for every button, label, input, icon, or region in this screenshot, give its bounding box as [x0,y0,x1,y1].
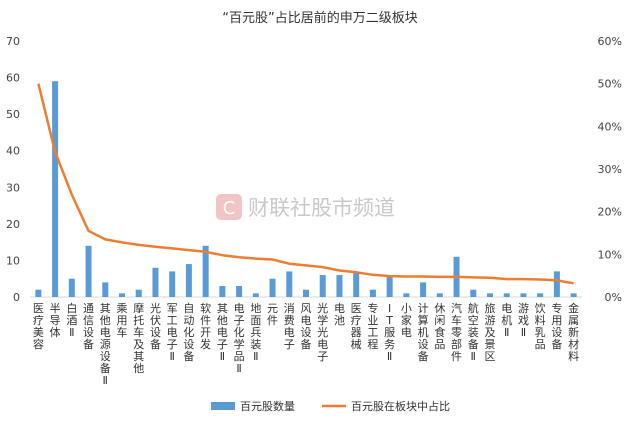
bar [303,289,309,297]
category-label: 金属新材料 [568,301,579,363]
category-label: 乘用车 [117,302,128,339]
category-label: 计算机设备 [418,302,429,363]
category-label: 饮料乳品 [535,302,546,351]
right-y-tick: 40% [598,120,622,133]
legend-bar-swatch [211,402,235,410]
left-y-tick: 0 [13,291,20,304]
category-label: 医疗器械 [351,302,362,351]
bar [319,275,326,297]
category-label: 风电设备 [301,302,312,351]
bar [85,245,92,297]
left-y-tick: 40 [6,145,20,158]
left-y-axis: 0 10 20 30 40 50 60 70 [6,35,20,304]
left-y-tick: 20 [6,218,20,231]
left-y-tick: 30 [6,181,20,194]
right-y-tick: 0% [605,291,622,304]
left-y-tick: 10 [6,254,20,267]
category-label: 消费电子 [284,301,295,351]
category-label: 电子化学品 Ⅱ [234,302,245,375]
category-label: 汽车零部件 [451,301,462,363]
category-label: 自动化设备 [183,302,194,363]
bar [169,271,176,297]
bar [202,245,209,297]
bar [119,293,125,297]
category-label: 电池 [334,302,345,327]
right-y-tick: 10% [598,248,622,261]
category-label: 半导体 [50,301,61,339]
legend-line-label: 百元股在板块中占比 [351,399,450,413]
category-label: 医疗美容 [33,302,44,351]
category-label: 游戏 Ⅱ [518,302,529,339]
bar [369,289,376,297]
left-y-tick: 70 [6,35,20,48]
bar [336,275,343,297]
right-y-axis: 0% 10% 20% 30% 40% 50% 60% [598,35,622,304]
category-label: 光学光电子 [317,301,328,363]
right-y-tick: 30% [598,163,622,176]
category-label: 其他电子 Ⅱ [217,302,228,363]
bar [35,289,42,297]
bar [553,271,560,297]
bar [286,271,293,297]
chart-title: “百元股”占比居前的申万二级板块 [222,10,417,26]
bar [386,275,393,297]
line-series [37,83,574,285]
right-y-tick: 50% [598,78,622,91]
category-label: 旅游及景区 [485,301,496,363]
category-label: 光伏设备 [150,301,161,351]
watermark-logo-icon [216,194,242,220]
bar [520,293,527,297]
category-label: 小家电 [401,302,412,339]
bar [52,81,59,297]
bar [269,278,276,297]
bar [252,293,259,297]
bar [420,282,427,297]
legend-bar-label: 百元股数量 [240,400,295,413]
category-label: 航空装备 Ⅱ [468,301,479,363]
bar [135,289,142,297]
bar [102,282,109,297]
left-y-tick: 60 [6,72,20,85]
left-y-tick: 50 [6,108,20,121]
category-label: 白酒 Ⅱ [66,301,77,339]
category-label: 专用设备 [551,301,562,351]
watermark: C 财联社股市频道 [216,194,395,220]
bar [236,286,243,297]
category-label: 军工电子 Ⅱ [167,302,178,363]
bar [185,264,192,297]
category-label: 地面兵装 Ⅱ [250,302,261,363]
watermark-logo-glyph: C [223,198,236,219]
right-y-tick: 60% [598,35,622,48]
category-label: 专业工程 [367,301,378,351]
bar [570,293,577,297]
bar [470,289,477,297]
right-y-tick: 20% [598,206,622,219]
category-label: 摩托车及其他 [133,301,144,375]
category-label: 软件开发 [200,301,211,351]
category-label: 元件 [267,302,278,327]
bar [68,278,75,297]
bar [436,293,443,297]
ratio-line [37,83,574,285]
bar [219,286,226,297]
legend: 百元股数量 百元股在板块中占比 [211,399,450,413]
bar [537,293,544,297]
watermark-text: 财联社股市频道 [248,196,395,220]
bar [487,293,493,297]
bar [152,267,159,297]
bar [353,271,360,297]
bar [503,293,510,297]
category-label: I T 服务 Ⅱ [384,302,395,363]
bar [403,293,410,297]
category-label: 电机 Ⅱ [501,302,512,339]
category-label: 通信设备 [83,302,94,351]
category-label: 休闲食品 [434,302,445,351]
category-label: 其他电源设备 Ⅱ [100,302,111,387]
